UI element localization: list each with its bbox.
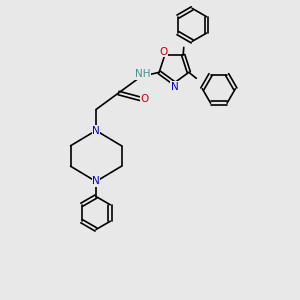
Text: O: O [159, 47, 167, 57]
Text: O: O [140, 94, 149, 104]
Text: NH: NH [135, 69, 150, 79]
Text: N: N [92, 125, 100, 136]
Text: N: N [92, 176, 100, 187]
Text: N: N [171, 82, 178, 92]
